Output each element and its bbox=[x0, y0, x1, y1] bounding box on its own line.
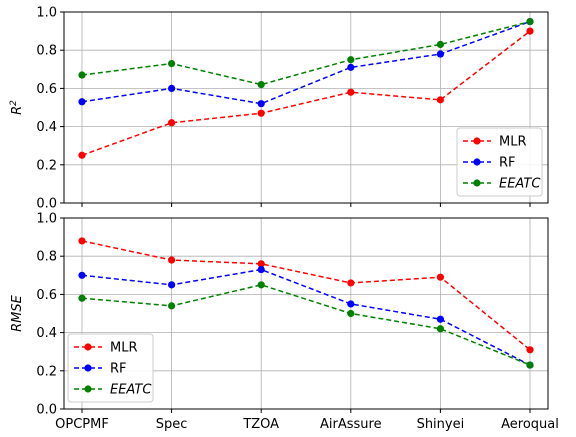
data-point-rf bbox=[347, 300, 355, 308]
legend-swatch-marker bbox=[84, 385, 92, 393]
series-line-rf bbox=[81, 20, 531, 105]
series-line-mlr bbox=[81, 240, 531, 351]
rmse-panel: 0.0 0.2 0.4 0.6 0.8 1.0 OPCPMF Spec TZOA AirAssur… bbox=[10, 212, 559, 433]
data-point-rf bbox=[257, 265, 265, 274]
y-tick-label: 1.0 bbox=[36, 212, 57, 227]
data-point-rf bbox=[78, 98, 86, 106]
legend-label-rf: RF bbox=[499, 156, 516, 171]
y-tick-label: 0.0 bbox=[36, 403, 57, 418]
y-tick-label: 0.0 bbox=[36, 197, 57, 212]
series-line-eeatc bbox=[81, 20, 531, 86]
data-point-rf bbox=[168, 84, 176, 92]
data-point-mlr bbox=[436, 96, 444, 104]
legend-label-mlr: MLR bbox=[499, 135, 527, 150]
plot-frame bbox=[63, 11, 549, 204]
data-point-eeatc bbox=[257, 80, 265, 89]
data-point-rf bbox=[436, 315, 444, 323]
data-point-eeatc bbox=[78, 71, 86, 79]
legend-swatch-marker bbox=[84, 343, 92, 351]
legend-label-eeatc: EEATC bbox=[499, 177, 541, 192]
y-axis-label-superscript: 2 bbox=[9, 100, 19, 106]
y-tick-label: 0.6 bbox=[36, 288, 57, 303]
data-point-mlr bbox=[347, 88, 355, 96]
data-point-rf bbox=[347, 63, 355, 71]
y-tick-label: 0.2 bbox=[36, 158, 57, 173]
data-point-eeatc bbox=[347, 56, 355, 64]
y-tick-label: 0.4 bbox=[36, 326, 57, 341]
data-point-eeatc bbox=[168, 302, 176, 310]
data-point-eeatc bbox=[257, 281, 265, 289]
data-point-rf bbox=[436, 50, 444, 58]
data-point-mlr bbox=[168, 119, 176, 127]
data-point-eeatc bbox=[526, 17, 534, 26]
data-point-eeatc bbox=[168, 59, 176, 68]
legend-label-eeatc: EEATC bbox=[110, 383, 152, 398]
series-line-mlr bbox=[81, 30, 531, 156]
legend-swatch-marker bbox=[473, 158, 481, 166]
r2-panel: 0.0 0.2 0.4 0.6 0.8 1.0 R2 MLR RF EEATC bbox=[9, 6, 549, 212]
y-tick-label: 1.0 bbox=[36, 6, 57, 21]
legend bbox=[67, 333, 154, 403]
x-tick-label: TZOA bbox=[242, 417, 279, 432]
legend-swatch-marker bbox=[84, 364, 92, 372]
data-point-mlr bbox=[526, 27, 534, 35]
data-point-mlr bbox=[436, 273, 444, 281]
series-line-eeatc bbox=[81, 284, 531, 366]
data-point-mlr bbox=[526, 346, 534, 354]
legend bbox=[456, 127, 543, 197]
data-point-eeatc bbox=[78, 294, 86, 302]
data-point-rf bbox=[78, 271, 86, 279]
plot-frame bbox=[63, 217, 549, 410]
y-tick-label: 0.4 bbox=[36, 120, 57, 135]
data-point-mlr bbox=[168, 256, 176, 264]
x-tick-label: AirAssure bbox=[320, 417, 382, 432]
legend-label-rf: RF bbox=[110, 362, 127, 377]
y-axis-label-text: RMSE bbox=[10, 294, 25, 332]
data-point-eeatc bbox=[347, 309, 355, 318]
series-line-rf bbox=[81, 268, 531, 366]
data-point-mlr bbox=[78, 237, 86, 245]
x-tick-label: Spec bbox=[156, 417, 188, 432]
data-point-eeatc bbox=[436, 40, 444, 49]
y-tick-label: 0.6 bbox=[36, 82, 57, 97]
y-tick-label: 0.8 bbox=[36, 44, 57, 59]
x-tick-label: OPCPMF bbox=[55, 417, 109, 432]
data-point-mlr bbox=[347, 279, 355, 287]
x-tick-label: Aeroqual bbox=[501, 417, 559, 432]
y-tick-label: 0.8 bbox=[36, 250, 57, 265]
data-point-eeatc bbox=[436, 325, 444, 333]
data-point-rf bbox=[257, 100, 265, 108]
data-point-mlr bbox=[78, 151, 86, 159]
y-tick-label: 0.2 bbox=[36, 364, 57, 379]
y-axis-label-text: R bbox=[10, 106, 25, 115]
x-tick-label: Shinyei bbox=[417, 417, 465, 432]
legend-swatch-marker bbox=[473, 179, 481, 187]
data-point-mlr bbox=[257, 109, 265, 117]
legend-label-mlr: MLR bbox=[110, 341, 138, 356]
y-axis-label: RMSE bbox=[10, 294, 25, 332]
data-point-mlr bbox=[257, 260, 265, 268]
legend-swatch-marker bbox=[473, 137, 481, 145]
data-point-rf bbox=[168, 281, 176, 289]
y-axis-label: R2 bbox=[9, 100, 25, 115]
data-point-eeatc bbox=[526, 361, 534, 369]
